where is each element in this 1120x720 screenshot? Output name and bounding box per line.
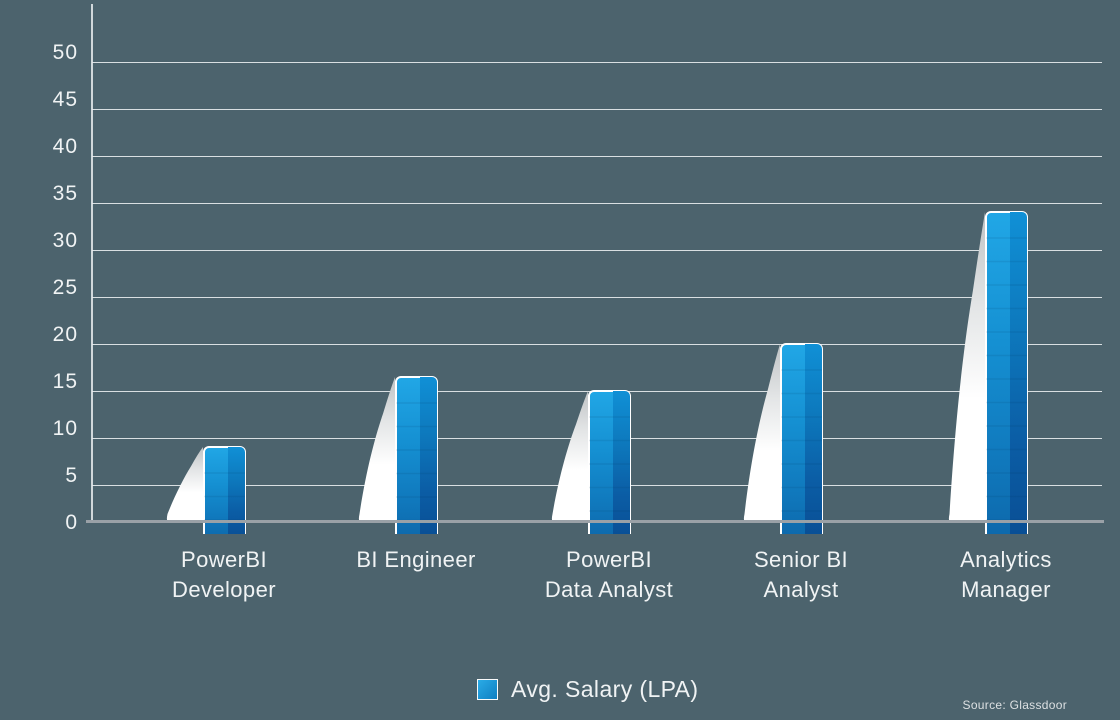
bar-side-face — [1010, 212, 1027, 534]
gridline-30 — [92, 250, 1102, 251]
category-label-3: Senior BI Analyst — [753, 547, 849, 602]
bar-swoosh — [166, 447, 203, 523]
bar-group-0 — [166, 446, 246, 534]
y-tick-label-50: 50 — [52, 41, 78, 64]
bar-swoosh — [551, 391, 588, 523]
bar-side-face — [420, 377, 437, 534]
bar-group-1 — [358, 376, 438, 534]
gridline-35 — [92, 203, 1102, 204]
bar-group-4 — [948, 211, 1028, 534]
y-axis-line — [91, 4, 93, 523]
gridline-20 — [92, 344, 1102, 345]
gridline-45 — [92, 109, 1102, 110]
y-tick-label-20: 20 — [52, 323, 78, 346]
category-label-0: PowerBI Developer — [172, 547, 276, 602]
bar-swoosh — [948, 212, 985, 523]
y-tick-label-10: 10 — [52, 417, 78, 440]
y-tick-label-15: 15 — [52, 370, 78, 393]
bar-swoosh — [358, 377, 395, 523]
legend-swatch-icon — [477, 679, 498, 700]
y-tick-label-25: 25 — [52, 276, 78, 299]
bar-group-2 — [551, 390, 631, 534]
legend-label: Avg. Salary (LPA) — [511, 676, 699, 702]
bar-side-face — [805, 344, 822, 534]
category-label-1: BI Engineer — [356, 547, 476, 572]
bar-group-3 — [743, 343, 823, 534]
category-label-4: Analytics Manager — [960, 547, 1052, 602]
y-tick-label-0: 0 — [65, 511, 78, 534]
legend: Avg. Salary (LPA) — [477, 676, 698, 703]
gridline-40 — [92, 156, 1102, 157]
y-tick-label-35: 35 — [52, 182, 78, 205]
y-tick-label-40: 40 — [52, 135, 78, 158]
y-tick-label-30: 30 — [52, 229, 78, 252]
x-axis-line — [86, 520, 1104, 523]
gridline-50 — [92, 62, 1102, 63]
y-tick-label-45: 45 — [52, 88, 78, 111]
bar-swoosh — [743, 344, 780, 523]
gridline-25 — [92, 297, 1102, 298]
bar-side-face — [613, 391, 630, 534]
y-tick-label-5: 5 — [65, 464, 78, 487]
bar-side-face — [228, 447, 245, 534]
category-label-2: PowerBI Data Analyst — [544, 547, 674, 602]
source-attribution: Source: Glassdoor — [962, 698, 1067, 712]
